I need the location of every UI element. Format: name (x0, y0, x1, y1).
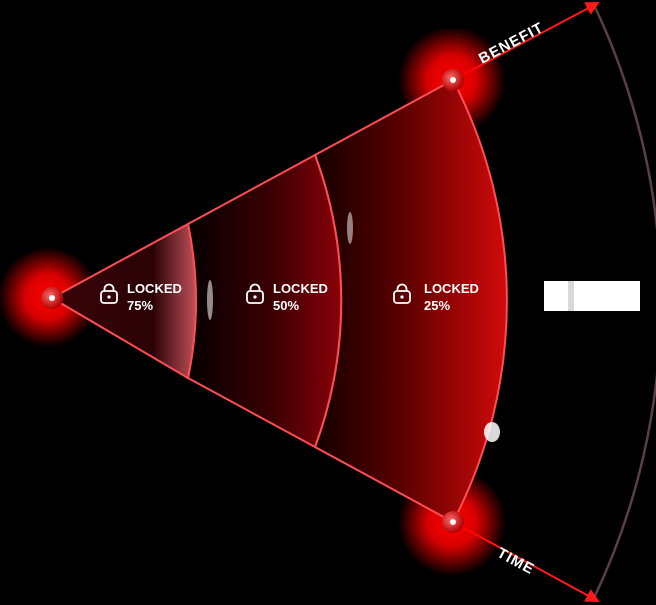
redacted-block-gap (568, 281, 574, 311)
time-node (442, 511, 464, 533)
arc-highlight-outer (484, 422, 500, 442)
segment-status-text: LOCKED (273, 281, 328, 296)
segment-percent-text: 75% (127, 298, 153, 313)
segment-locked-25 (313, 78, 508, 524)
segment-label-75: LOCKED 75% (100, 281, 182, 313)
segment-locked-75 (49, 222, 197, 380)
arc-highlight-inner (207, 280, 213, 320)
outer-boundary-arc (592, 4, 656, 599)
arc-highlight-middle (347, 212, 353, 244)
time-axis-label: TIME (494, 545, 537, 579)
apex-node (41, 287, 63, 309)
segment-status-text: LOCKED (424, 281, 479, 296)
segment-percent-text: 25% (424, 298, 450, 313)
segment-percent-text: 50% (273, 298, 299, 313)
segment-label-25: LOCKED 25% (393, 281, 479, 313)
lock-icon (393, 283, 411, 304)
benefit-node (442, 69, 464, 91)
segment-label-50: LOCKED 50% (246, 281, 328, 313)
lock-icon (246, 283, 264, 304)
segment-status-text: LOCKED (127, 281, 182, 296)
redacted-block (544, 281, 640, 311)
lock-icon (100, 283, 118, 304)
